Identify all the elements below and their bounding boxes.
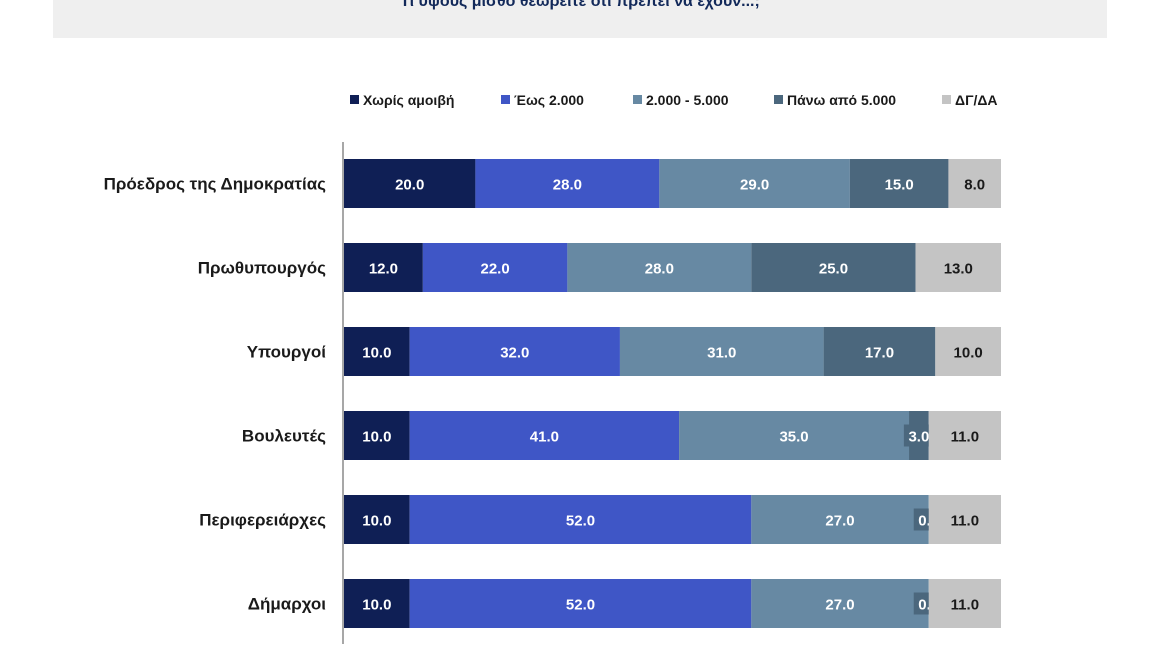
bar-segment — [751, 495, 929, 544]
legend-label: 2.000 - 5.000 — [646, 92, 729, 108]
data-label: 35.0 — [779, 429, 808, 446]
bar-segment — [619, 327, 824, 376]
bar-segment — [928, 579, 1001, 628]
data-label: 3.0 — [908, 429, 929, 446]
data-label: 25.0 — [819, 261, 848, 278]
data-label: 15.0 — [885, 177, 914, 194]
bar-segment — [751, 579, 929, 628]
y-axis-labels: Πρόεδρος της Δημοκρατίας Πρωθυπουργός Υπου… — [104, 175, 327, 614]
bar-segment — [849, 159, 949, 208]
category-label: Δήμαρχοι — [248, 595, 327, 614]
bar-segment — [928, 495, 1001, 544]
data-label: 27.0 — [825, 597, 854, 614]
bar-segment — [948, 159, 1001, 208]
bar-segment — [344, 327, 410, 376]
data-label: 10.0 — [362, 429, 391, 446]
data-label: 11.0 — [951, 513, 979, 530]
legend-swatch — [774, 95, 783, 104]
bar-segment — [344, 243, 423, 292]
data-label: 10.0 — [362, 597, 391, 614]
data-label: 28.0 — [645, 261, 674, 278]
legend-swatch — [350, 95, 359, 104]
category-label: Περιφερειάρχες — [199, 511, 326, 530]
legend: Χωρίς αμοιβή Έως 2.000 2.000 - 5.000 Πάνω α… — [350, 92, 998, 108]
bar-segment — [409, 579, 752, 628]
data-label: 13.0 — [944, 261, 973, 278]
data-label: 29.0 — [740, 177, 769, 194]
bar-segment — [344, 159, 476, 208]
data-label: 10.0 — [362, 345, 391, 362]
data-label: 11.0 — [951, 429, 979, 446]
data-label: 20.0 — [395, 177, 424, 194]
bar-segment — [475, 159, 660, 208]
data-label: 8.0 — [964, 177, 985, 194]
category-label: Βουλευτές — [242, 427, 326, 446]
bar-segment — [409, 495, 752, 544]
bar-segment — [344, 495, 410, 544]
legend-swatch — [942, 95, 951, 104]
bar-segment — [915, 243, 1001, 292]
chart-title: Τι ύψους μισθό θεωρείτε ότι πρέπει να έχ… — [400, 0, 760, 10]
legend-label: Πάνω από 5.000 — [787, 92, 896, 108]
data-label-background — [903, 424, 934, 447]
category-label: Υπουργοί — [247, 343, 327, 362]
category-label: Πρόεδρος της Δημοκρατίας — [104, 175, 327, 194]
data-label: 10.0 — [954, 345, 983, 362]
bar-segment — [935, 327, 1001, 376]
data-label: 52.0 — [566, 597, 595, 614]
bar-segment — [409, 411, 680, 460]
legend-label: Έως 2.000 — [514, 92, 584, 108]
title-band: Τι ύψους μισθό θεωρείτε ότι πρέπει να έχ… — [53, 0, 1107, 38]
bar-segment — [344, 579, 410, 628]
bar-segment — [679, 411, 910, 460]
legend-swatch — [633, 95, 642, 104]
data-label: 22.0 — [481, 261, 510, 278]
legend-label: ΔΓ/ΔΑ — [955, 92, 998, 108]
legend-swatch — [501, 95, 510, 104]
bar-segment — [659, 159, 850, 208]
data-label: 17.0 — [865, 345, 894, 362]
legend-label: Χωρίς αμοιβή — [363, 92, 454, 108]
data-label: 12.0 — [369, 261, 398, 278]
bar-segment — [422, 243, 568, 292]
data-label: 52.0 — [566, 513, 595, 530]
bar-segment — [751, 243, 916, 292]
category-label: Πρωθυπουργός — [198, 259, 326, 278]
bar-segment — [409, 327, 620, 376]
data-label: 32.0 — [500, 345, 529, 362]
bar-segment — [928, 411, 1001, 460]
data-label: 11.0 — [951, 597, 979, 614]
bars: 20.0 28.0 29.0 15.0 8.0 12.0 22.0 28.0 25.0 13.0 1… — [344, 159, 1001, 628]
bar-segment — [567, 243, 752, 292]
data-label: 10.0 — [362, 513, 391, 530]
data-label: 28.0 — [553, 177, 582, 194]
bar-segment — [823, 327, 936, 376]
data-label: 27.0 — [825, 513, 854, 530]
data-label: 31.0 — [707, 345, 736, 362]
data-label: 41.0 — [530, 429, 559, 446]
bar-segment — [344, 411, 410, 460]
